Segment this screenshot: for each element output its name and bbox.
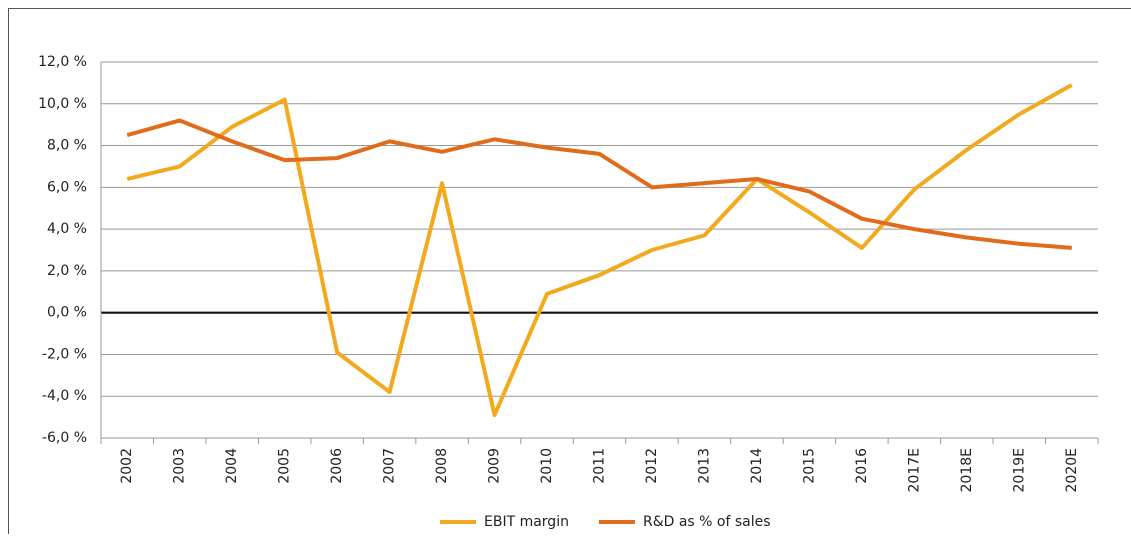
x-tick-label: 2017E	[906, 448, 922, 492]
y-tick-label: -4,0 %	[42, 388, 87, 404]
y-tick-label: 0,0 %	[47, 305, 87, 321]
y-tick-label: 6,0 %	[47, 179, 87, 195]
y-tick-label: 12,0 %	[38, 54, 87, 70]
y-tick-label: -2,0 %	[42, 346, 87, 362]
legend-label: EBIT margin	[484, 514, 569, 530]
x-tick-label: 2019E	[1011, 448, 1027, 492]
x-tick-label: 2020E	[1064, 448, 1080, 492]
x-tick-label: 2005	[277, 448, 293, 484]
y-tick-label: 2,0 %	[47, 263, 87, 279]
y-tick-label: 10,0 %	[38, 96, 87, 112]
x-tick-label: 2004	[224, 448, 240, 484]
line	[127, 85, 1072, 415]
x-tick-label: 2003	[172, 448, 188, 484]
y-tick-label: 8,0 %	[47, 138, 87, 154]
legend-label: R&D as % of sales	[643, 514, 771, 530]
y-tick-label: 4,0 %	[47, 221, 87, 237]
x-tick-label: 2014	[749, 448, 765, 484]
y-tick-label: -6,0 %	[42, 430, 87, 446]
x-tick-label: 2010	[539, 448, 555, 484]
x-tick-label: 2006	[329, 448, 345, 484]
x-tick-label: 2016	[854, 448, 870, 484]
x-tick-label: 2011	[592, 448, 608, 484]
x-tick-label: 2008	[434, 448, 450, 484]
x-tick-label: 2013	[696, 448, 712, 484]
x-tick-label: 2007	[382, 448, 398, 484]
x-tick-label: 2015	[801, 448, 817, 484]
x-tick-label: 2002	[119, 448, 135, 484]
x-tick-label: 2018E	[959, 448, 975, 492]
x-tick-label: 2012	[644, 448, 660, 484]
x-tick-label: 2009	[487, 448, 503, 484]
